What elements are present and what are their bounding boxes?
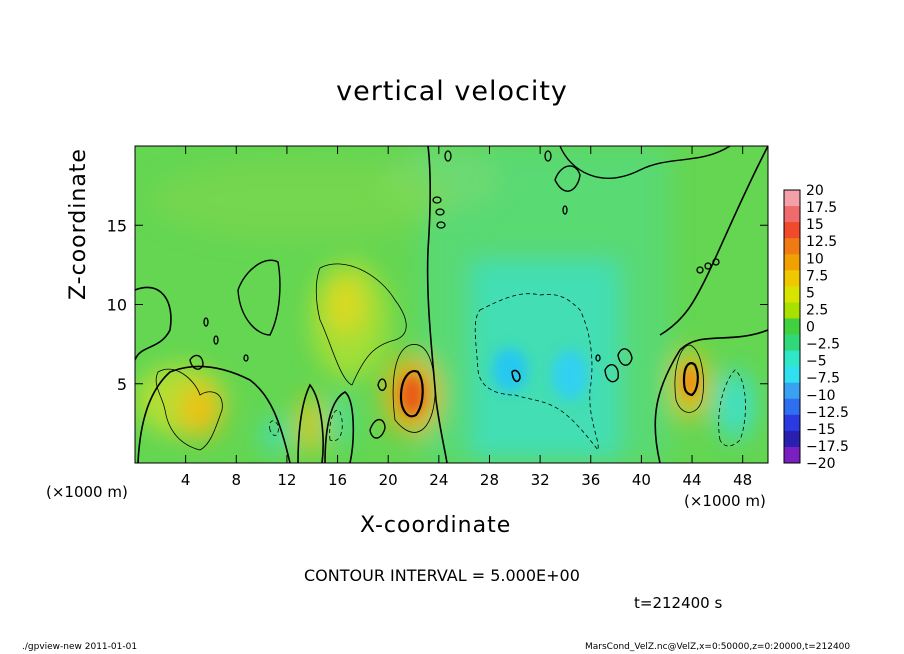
x-unit-label-right: (×1000 m) — [684, 492, 766, 510]
colorbar-swatch — [784, 318, 800, 336]
y-tick-label: 10 — [107, 296, 127, 315]
colorbar-label: 12.5 — [806, 234, 837, 250]
colorbar-swatch — [784, 254, 800, 271]
x-unit-label-left: (×1000 m) — [46, 483, 128, 501]
colorbar-swatch — [784, 398, 800, 416]
colorbar-label: 10 — [806, 251, 824, 267]
footer-right: MarsCond_VelZ.nc@VelZ,x=0:50000,z=0:2000… — [585, 642, 851, 652]
y-axis: 5 10 15 — [107, 216, 768, 394]
colorbar-label: −7.5 — [806, 371, 840, 387]
x-tick-label: 4 — [181, 471, 191, 489]
colorbar-label: −5 — [806, 354, 827, 370]
chart-title: vertical velocity — [336, 76, 568, 107]
x-tick-label: 36 — [581, 471, 600, 489]
colorbar-swatch — [784, 270, 800, 287]
colorbar-swatch — [784, 238, 800, 255]
footer-left: ./gpview-new 2011-01-01 — [22, 642, 138, 652]
contour-lines — [135, 146, 768, 463]
plot-area — [135, 146, 768, 463]
y-axis-label: Z-coordinate — [66, 148, 91, 300]
colorbar-label: 17.5 — [806, 200, 837, 216]
x-tick-label: 48 — [733, 471, 752, 489]
x-tick-label: 24 — [429, 471, 448, 489]
colorbar-swatch — [784, 222, 800, 239]
y-tick-label: 5 — [117, 375, 127, 394]
colorbar-label: 5 — [806, 285, 815, 301]
x-tick-label: 16 — [328, 471, 347, 489]
colorbar-swatch — [784, 334, 800, 352]
colorbar-swatch — [784, 414, 800, 432]
time-label: t=212400 s — [634, 594, 723, 612]
colorbar-swatch — [784, 366, 800, 384]
colorbar-label: 15 — [806, 217, 824, 233]
colorbar-label: −10 — [806, 388, 836, 404]
colorbar-label: −12.5 — [806, 405, 849, 421]
colorbar-label: −15 — [806, 422, 836, 438]
colorbar-swatch — [784, 286, 800, 303]
colorbar-swatch — [784, 302, 800, 319]
colorbar-label: 20 — [806, 183, 824, 199]
x-tick-label: 28 — [480, 471, 499, 489]
colorbar-label: −20 — [806, 456, 836, 472]
x-tick-label: 12 — [277, 471, 296, 489]
colorbar-frame — [783, 189, 801, 464]
colorbar-swatch — [784, 430, 800, 448]
colorbar-label: −2.5 — [806, 337, 840, 353]
colorbar-label: 2.5 — [806, 302, 828, 318]
x-tick-label: 44 — [682, 471, 701, 489]
x-tick-label: 20 — [379, 471, 398, 489]
colorbar-swatch — [784, 350, 800, 368]
contour-interval-label: CONTOUR INTERVAL = 5.000E+00 — [304, 566, 580, 585]
x-tick-label: 8 — [232, 471, 242, 489]
velocity-field — [135, 146, 755, 463]
colorbar-label: 7.5 — [806, 268, 828, 284]
colorbar-swatch — [784, 206, 800, 223]
x-tick-label: 40 — [632, 471, 651, 489]
colorbar-label: 0 — [806, 320, 815, 336]
x-axis-label: X-coordinate — [360, 513, 512, 538]
x-axis: 4 8 12 16 20 24 28 32 36 40 44 48 — [181, 146, 752, 489]
y-tick-label: 15 — [107, 216, 127, 235]
x-tick-label: 32 — [531, 471, 550, 489]
colorbar-swatch — [784, 382, 800, 400]
colorbar-label: −17.5 — [806, 439, 849, 455]
velocity-extremes — [400, 348, 698, 415]
colorbar-swatch — [784, 446, 800, 464]
colorbar-swatch — [784, 190, 800, 207]
